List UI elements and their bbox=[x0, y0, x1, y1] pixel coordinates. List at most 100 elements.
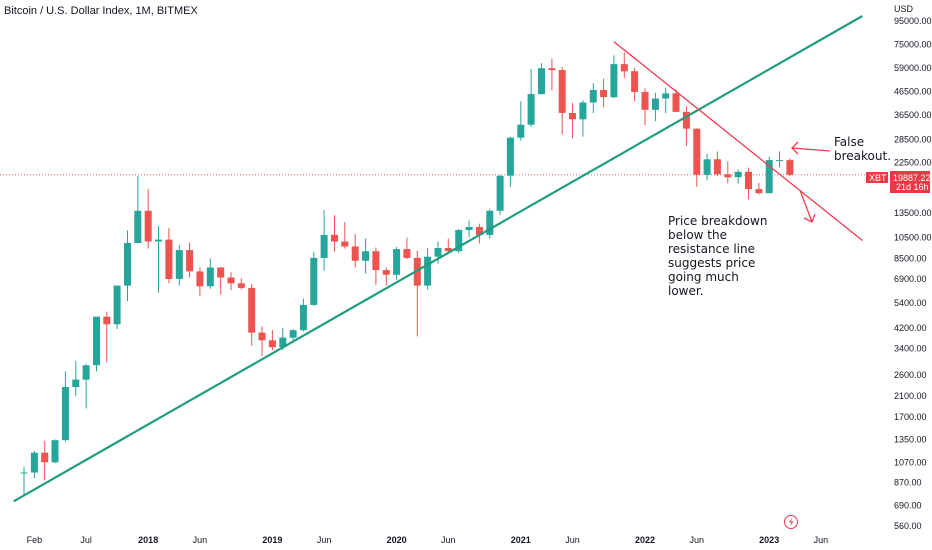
candle-body bbox=[486, 210, 494, 235]
candle bbox=[651, 92, 659, 122]
candle bbox=[641, 88, 649, 126]
candle bbox=[589, 83, 597, 113]
candle bbox=[662, 87, 670, 114]
candle-body bbox=[382, 270, 390, 275]
candle-body bbox=[434, 248, 442, 257]
candle-body bbox=[455, 230, 463, 252]
candle-body bbox=[279, 337, 287, 348]
x-tick-label: Jun bbox=[690, 535, 705, 545]
candle-body bbox=[620, 64, 628, 72]
candle-body bbox=[724, 174, 732, 178]
y-tick-label: 28500.00 bbox=[894, 134, 932, 144]
y-tick-label: 46500.00 bbox=[894, 86, 932, 96]
y-tick-label: 75000.00 bbox=[894, 39, 932, 49]
candle-body bbox=[93, 316, 100, 366]
candle bbox=[144, 189, 152, 249]
y-tick-label: 4200.00 bbox=[894, 323, 927, 333]
candle-body bbox=[372, 251, 380, 271]
candle-body bbox=[362, 251, 370, 261]
candle-body bbox=[703, 159, 711, 175]
candle-body bbox=[765, 160, 773, 194]
candle-body bbox=[755, 189, 763, 194]
candle bbox=[745, 167, 752, 200]
candle bbox=[310, 251, 318, 306]
candle bbox=[703, 153, 711, 181]
x-tick-label: 2023 bbox=[759, 535, 779, 545]
candle-body bbox=[403, 249, 411, 258]
candle bbox=[755, 183, 763, 195]
y-tick-label: 2100.00 bbox=[894, 391, 927, 401]
x-axis: Feb Jul 2018 Jun 2019 Jun 2020 Jun 2021 Jun 2022 Ju… bbox=[27, 535, 829, 545]
candle-body bbox=[351, 246, 359, 261]
breakdown-note-line-2: below the bbox=[668, 228, 727, 242]
candle bbox=[786, 158, 794, 177]
candle-body bbox=[289, 330, 297, 338]
lightning-icon-circle[interactable] bbox=[784, 515, 798, 529]
candle-body bbox=[745, 171, 752, 190]
candle-body bbox=[672, 93, 680, 112]
candle bbox=[579, 100, 587, 137]
candle bbox=[268, 330, 276, 350]
candle bbox=[217, 266, 225, 295]
candle bbox=[165, 227, 173, 284]
x-tick-label: Jun bbox=[814, 535, 829, 545]
candle bbox=[465, 220, 473, 238]
candle-body bbox=[331, 234, 338, 242]
candle-body bbox=[341, 241, 349, 247]
candle-body bbox=[600, 90, 608, 98]
candle-body bbox=[206, 267, 214, 287]
breakdown-note-line-6: lower. bbox=[668, 284, 704, 298]
candle bbox=[434, 241, 442, 264]
lightning-icon[interactable] bbox=[784, 515, 798, 529]
x-tick-label: Jun bbox=[565, 535, 580, 545]
candle bbox=[196, 267, 204, 296]
candle bbox=[475, 223, 483, 244]
candle bbox=[413, 250, 421, 337]
candle bbox=[30, 451, 38, 479]
candle bbox=[237, 278, 245, 290]
candle bbox=[351, 234, 359, 268]
candle-body bbox=[548, 68, 556, 71]
y-tick-label: 1070.00 bbox=[894, 457, 927, 467]
candle bbox=[362, 238, 370, 274]
candle-body bbox=[776, 160, 783, 162]
candle-body bbox=[217, 267, 225, 278]
price-badge-symbol: XBT bbox=[869, 173, 887, 183]
candle-body bbox=[82, 365, 90, 380]
candle bbox=[569, 102, 576, 139]
currency-label: USD bbox=[894, 4, 914, 14]
candle-body bbox=[734, 171, 742, 178]
x-tick-label: Jul bbox=[80, 535, 92, 545]
price-badge: XBT 19887.22 21d 16h bbox=[866, 171, 931, 193]
candle-body bbox=[227, 277, 235, 284]
resistance-trendline[interactable] bbox=[613, 41, 863, 242]
candle bbox=[444, 238, 452, 254]
candle-body bbox=[610, 64, 618, 98]
candle bbox=[424, 248, 432, 290]
x-tick-label: Jun bbox=[193, 535, 208, 545]
candle-body bbox=[475, 227, 483, 235]
candle-body bbox=[693, 128, 701, 175]
y-tick-label: 5400.00 bbox=[894, 298, 927, 308]
support-trendline[interactable] bbox=[13, 15, 863, 503]
candle bbox=[538, 63, 545, 95]
candle-body bbox=[61, 387, 69, 441]
candle-body bbox=[299, 304, 307, 331]
candle-body bbox=[393, 249, 401, 275]
candle bbox=[517, 101, 525, 141]
y-tick-label: 1700.00 bbox=[894, 412, 927, 422]
candle-body bbox=[517, 124, 525, 138]
candle bbox=[486, 208, 494, 239]
candle-body bbox=[527, 94, 535, 125]
candle-body bbox=[506, 137, 514, 176]
candle bbox=[299, 298, 307, 332]
lightning-icon-bolt[interactable] bbox=[789, 517, 794, 527]
candle bbox=[124, 230, 131, 302]
candle-body bbox=[41, 452, 49, 463]
candle bbox=[682, 106, 690, 146]
candle bbox=[41, 440, 49, 481]
x-tick-label: 2018 bbox=[138, 535, 158, 545]
candle bbox=[155, 226, 162, 293]
candle bbox=[600, 78, 608, 108]
